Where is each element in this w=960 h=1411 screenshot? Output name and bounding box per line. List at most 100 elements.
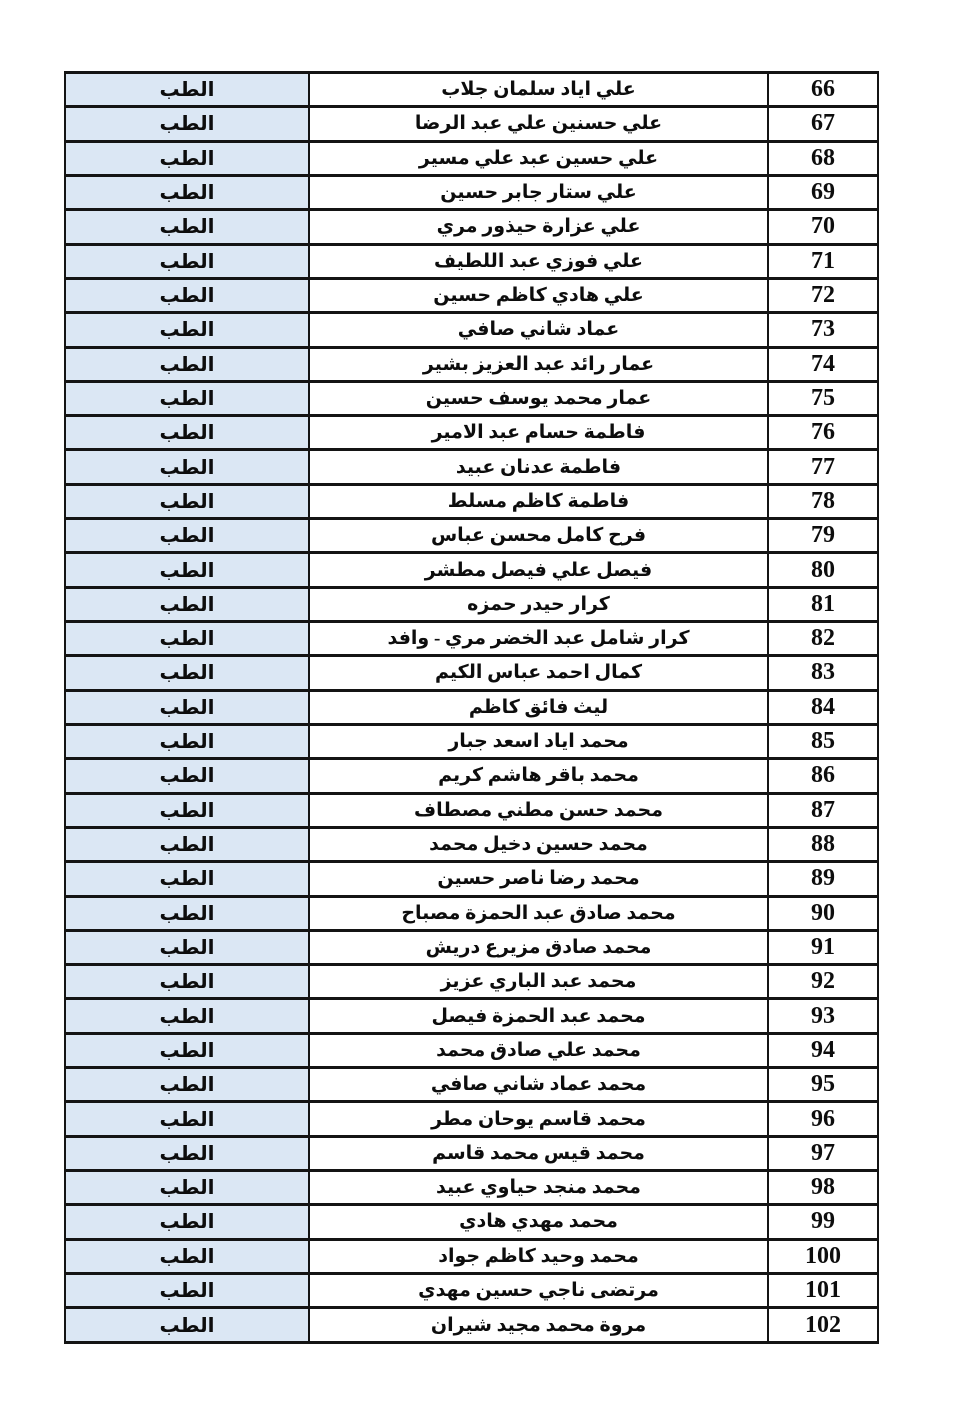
student-name-cell: محمد عبد الحمزة فيصل — [308, 997, 769, 1035]
student-name-cell: محمد عماد شاني صافي — [308, 1066, 769, 1104]
student-name-cell: فيصل علي فيصل مطشر — [308, 551, 769, 589]
department-cell: الطب — [64, 276, 310, 315]
table-row: 102 مروة محمد مجيد شيران الطب — [64, 1306, 879, 1344]
department-cell: الطب — [64, 791, 310, 829]
table-row: 87 محمد حسن مطني مصطاف الطب — [64, 791, 879, 829]
table-row: 69 علي ستار جابر حسين الطب — [64, 173, 879, 212]
student-name-cell: علي هادي كاظم حسين — [308, 276, 769, 315]
department-cell: الطب — [64, 894, 310, 932]
serial-number-cell: 84 — [767, 688, 879, 726]
table-row: 99 محمد مهدي هادي الطب — [64, 1203, 879, 1241]
student-name-cell: فرح كامل محسن عباس — [308, 517, 769, 555]
serial-number-cell: 86 — [767, 757, 879, 795]
department-cell: الطب — [64, 1066, 310, 1104]
serial-number-cell: 77 — [767, 448, 879, 486]
table-row: 95 محمد عماد شاني صافي الطب — [64, 1066, 879, 1104]
students-roster-table: 66 علي اياد سلمان جلاب الطب 67 علي حسنين… — [64, 70, 879, 1344]
student-name-cell: محمد عبد الباري عزيز — [308, 963, 769, 1001]
department-cell: الطب — [64, 551, 310, 589]
student-name-cell: علي حسين عبد علي مسير — [308, 139, 769, 177]
serial-number-cell: 85 — [767, 722, 879, 761]
table-row: 91 محمد صادق مزيرع دريش الطب — [64, 928, 879, 967]
student-name-cell: محمد صادق مزيرع دريش — [308, 928, 769, 967]
table-row: 97 محمد قيس محمد قاسم الطب — [64, 1134, 879, 1173]
student-name-cell: محمد مهدي هادي — [308, 1203, 769, 1241]
department-cell: الطب — [64, 619, 310, 658]
serial-number-cell: 67 — [767, 105, 879, 143]
table-row: 70 علي عزارة حيذور مري الطب — [64, 208, 879, 246]
serial-number-cell: 75 — [767, 379, 879, 418]
table-row: 80 فيصل علي فيصل مطشر الطب — [64, 551, 879, 589]
serial-number-cell: 68 — [767, 139, 879, 177]
serial-number-cell: 69 — [767, 173, 879, 212]
department-cell: الطب — [64, 482, 310, 521]
department-cell: الطب — [64, 688, 310, 726]
serial-number-cell: 81 — [767, 585, 879, 624]
serial-number-cell: 99 — [767, 1203, 879, 1241]
table-row: 79 فرح كامل محسن عباس الطب — [64, 517, 879, 555]
department-cell: الطب — [64, 722, 310, 761]
student-name-cell: كمال احمد عباس الكيم — [308, 654, 769, 692]
student-name-cell: مروة محمد مجيد شيران — [308, 1306, 769, 1344]
table-row: 82 كرار شامل عبد الخضر مري - وافد الطب — [64, 619, 879, 658]
student-name-cell: محمد صادق عبد الحمزة مصباح — [308, 894, 769, 932]
student-name-cell: فاطمة عدنان عبيد — [308, 448, 769, 486]
table-row: 76 فاطمة حسام عبد الامير الطب — [64, 414, 879, 452]
student-name-cell: محمد باقر هاشم كريم — [308, 757, 769, 795]
table-row: 93 محمد عبد الحمزة فيصل الطب — [64, 997, 879, 1035]
student-name-cell: علي حسنين علي عبد الرضا — [308, 105, 769, 143]
serial-number-cell: 102 — [767, 1306, 879, 1344]
serial-number-cell: 72 — [767, 276, 879, 315]
table-row: 77 فاطمة عدنان عبيد الطب — [64, 448, 879, 486]
department-cell: الطب — [64, 379, 310, 418]
table-row: 74 عمار رائد عبد العزيز بشير الطب — [64, 345, 879, 383]
serial-number-cell: 91 — [767, 928, 879, 967]
department-cell: الطب — [64, 1168, 310, 1207]
department-cell: الطب — [64, 1271, 310, 1310]
department-cell: الطب — [64, 242, 310, 280]
department-cell: الطب — [64, 654, 310, 692]
serial-number-cell: 101 — [767, 1271, 879, 1310]
student-name-cell: ليث فائق كاظم — [308, 688, 769, 726]
serial-number-cell: 90 — [767, 894, 879, 932]
serial-number-cell: 96 — [767, 1100, 879, 1138]
department-cell: الطب — [64, 208, 310, 246]
student-name-cell: فاطمة حسام عبد الامير — [308, 414, 769, 452]
serial-number-cell: 73 — [767, 311, 879, 349]
department-cell: الطب — [64, 997, 310, 1035]
department-cell: الطب — [64, 70, 310, 109]
student-name-cell: محمد وحيد كاظم جواد — [308, 1237, 769, 1275]
department-cell: الطب — [64, 517, 310, 555]
department-cell: الطب — [64, 757, 310, 795]
table-row: 83 كمال احمد عباس الكيم الطب — [64, 654, 879, 692]
department-cell: الطب — [64, 1031, 310, 1070]
department-cell: الطب — [64, 448, 310, 486]
table-row: 66 علي اياد سلمان جلاب الطب — [64, 70, 879, 109]
department-cell: الطب — [64, 1100, 310, 1138]
table-row: 73 عماد شاني صافي الطب — [64, 311, 879, 349]
department-cell: الطب — [64, 345, 310, 383]
student-name-cell: محمد علي صادق محمد — [308, 1031, 769, 1070]
serial-number-cell: 80 — [767, 551, 879, 589]
serial-number-cell: 97 — [767, 1134, 879, 1173]
student-name-cell: علي عزارة حيذور مري — [308, 208, 769, 246]
table-row: 100 محمد وحيد كاظم جواد الطب — [64, 1237, 879, 1275]
department-cell: الطب — [64, 414, 310, 452]
table-row: 88 محمد حسين دخيل محمد الطب — [64, 825, 879, 864]
serial-number-cell: 88 — [767, 825, 879, 864]
table-row: 78 فاطمة كاظم مسلط الطب — [64, 482, 879, 521]
student-name-cell: محمد قيس محمد قاسم — [308, 1134, 769, 1173]
department-cell: الطب — [64, 139, 310, 177]
student-name-cell: كرار حيدر حمزه — [308, 585, 769, 624]
serial-number-cell: 71 — [767, 242, 879, 280]
serial-number-cell: 76 — [767, 414, 879, 452]
table-row: 81 كرار حيدر حمزه الطب — [64, 585, 879, 624]
department-cell: الطب — [64, 928, 310, 967]
department-cell: الطب — [64, 105, 310, 143]
department-cell: الطب — [64, 1306, 310, 1344]
serial-number-cell: 94 — [767, 1031, 879, 1070]
department-cell: الطب — [64, 173, 310, 212]
table-row: 89 محمد رضا ناصر حسين الطب — [64, 860, 879, 898]
table-row: 86 محمد باقر هاشم كريم الطب — [64, 757, 879, 795]
